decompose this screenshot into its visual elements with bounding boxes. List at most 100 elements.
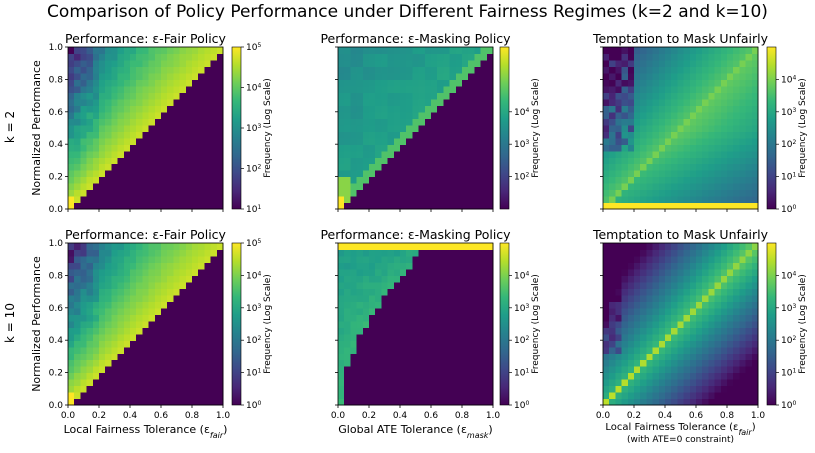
heatmap-cell [136,98,143,106]
heatmap-cell [105,124,112,132]
heatmap-cell [179,275,187,283]
heatmap-cell [621,92,629,100]
heatmap-cell [80,255,88,264]
heatmap-cell [393,346,401,354]
heatmap-cell [338,79,345,87]
heatmap-cell [658,346,666,354]
heatmap-cell [369,307,376,315]
heatmap-cell [154,366,162,374]
heatmap-cell [111,314,119,322]
heatmap-cell [136,150,143,158]
heatmap-cell [702,366,709,374]
heatmap-cell [733,307,740,315]
heatmap-cell [350,183,358,191]
heatmap-cell [173,98,181,106]
heatmap-cell [431,202,438,210]
heatmap-cell [216,189,224,197]
heatmap-cell [204,301,212,309]
heatmap-cell [677,66,685,74]
heatmap-cell [406,72,413,80]
heatmap-cell [381,288,389,296]
heatmap-cell [615,359,623,367]
heatmap-cell [486,340,494,348]
heatmap-cell [210,398,218,406]
heatmap-cell [634,379,641,387]
heatmap-cell [474,327,482,335]
heatmap-cell [92,281,100,289]
heatmap-cell [105,170,112,178]
heatmap-cell [393,275,401,283]
heatmap-cell [443,66,451,74]
heatmap-cell [702,118,709,126]
heatmap-cell [356,105,364,113]
heatmap-cell [179,170,187,178]
heatmap-cell [745,385,753,393]
heatmap-cell [406,249,413,257]
heatmap-cell [142,281,150,289]
heatmap-cell [708,392,716,400]
heatmap-cell [369,262,376,270]
heatmap-cell [185,398,193,406]
heatmap-cell [142,47,150,55]
heatmap-cell [455,170,463,178]
heatmap-cell [350,98,358,106]
heatmap-cell [198,268,205,276]
heatmap-cell [154,72,162,80]
heatmap-cell [111,150,119,158]
heatmap-cell [739,379,747,387]
heatmap-cell [702,59,709,68]
heatmap-cell [455,163,463,171]
heatmap-cell [640,372,647,380]
heatmap-cell [136,196,143,204]
heatmap-cell [708,131,716,139]
colorbar-tick-label: 102 [246,163,261,175]
heatmap-cell [640,176,647,184]
heatmap-cell [424,372,432,380]
heatmap-cell [437,72,444,80]
heatmap-cell [412,105,420,113]
heatmap-cell [130,268,137,276]
heatmap-cell [745,124,753,132]
heatmap-cell [105,268,112,276]
heatmap-cell [733,372,740,380]
heatmap-cell [468,124,475,132]
heatmap-cell [486,379,494,387]
heatmap-cell [393,157,401,165]
heatmap-cell [338,111,345,119]
heatmap-cell [192,157,199,165]
heatmap-cell [609,111,616,119]
heatmap-cell [210,92,218,100]
heatmap-cell [474,176,482,184]
heatmap-cell [714,170,722,178]
heatmap-cell [369,183,376,191]
heatmap-cell [696,144,703,152]
heatmap-cell [424,170,432,178]
heatmap-cell [68,124,75,132]
heatmap-cell [443,320,451,328]
heatmap-cell [468,59,475,68]
heatmap-cell [74,294,81,302]
heatmap-cell [708,255,716,264]
heatmap-cell [745,288,753,296]
heatmap-cell [449,268,457,276]
heatmap-cell [338,346,345,354]
heatmap-cell [406,327,413,335]
heatmap-cell [74,189,81,197]
heatmap-cell [658,157,666,165]
heatmap-cell [714,196,722,204]
heatmap-cell [136,294,143,302]
heatmap-cell [117,111,125,119]
heatmap-cell [739,66,747,74]
heatmap-cell [105,307,112,315]
heatmap-cell [185,196,193,204]
heatmap-cell [443,359,451,367]
heatmap-cell [338,131,345,139]
heatmap-cell [362,53,370,61]
heatmap-cell [136,137,143,145]
heatmap-cell [400,118,407,126]
heatmap-cell [92,47,100,55]
heatmap-cell [179,79,187,87]
heatmap-cell [381,124,389,132]
heatmap-cell [468,189,475,197]
heatmap-cell [86,255,94,264]
